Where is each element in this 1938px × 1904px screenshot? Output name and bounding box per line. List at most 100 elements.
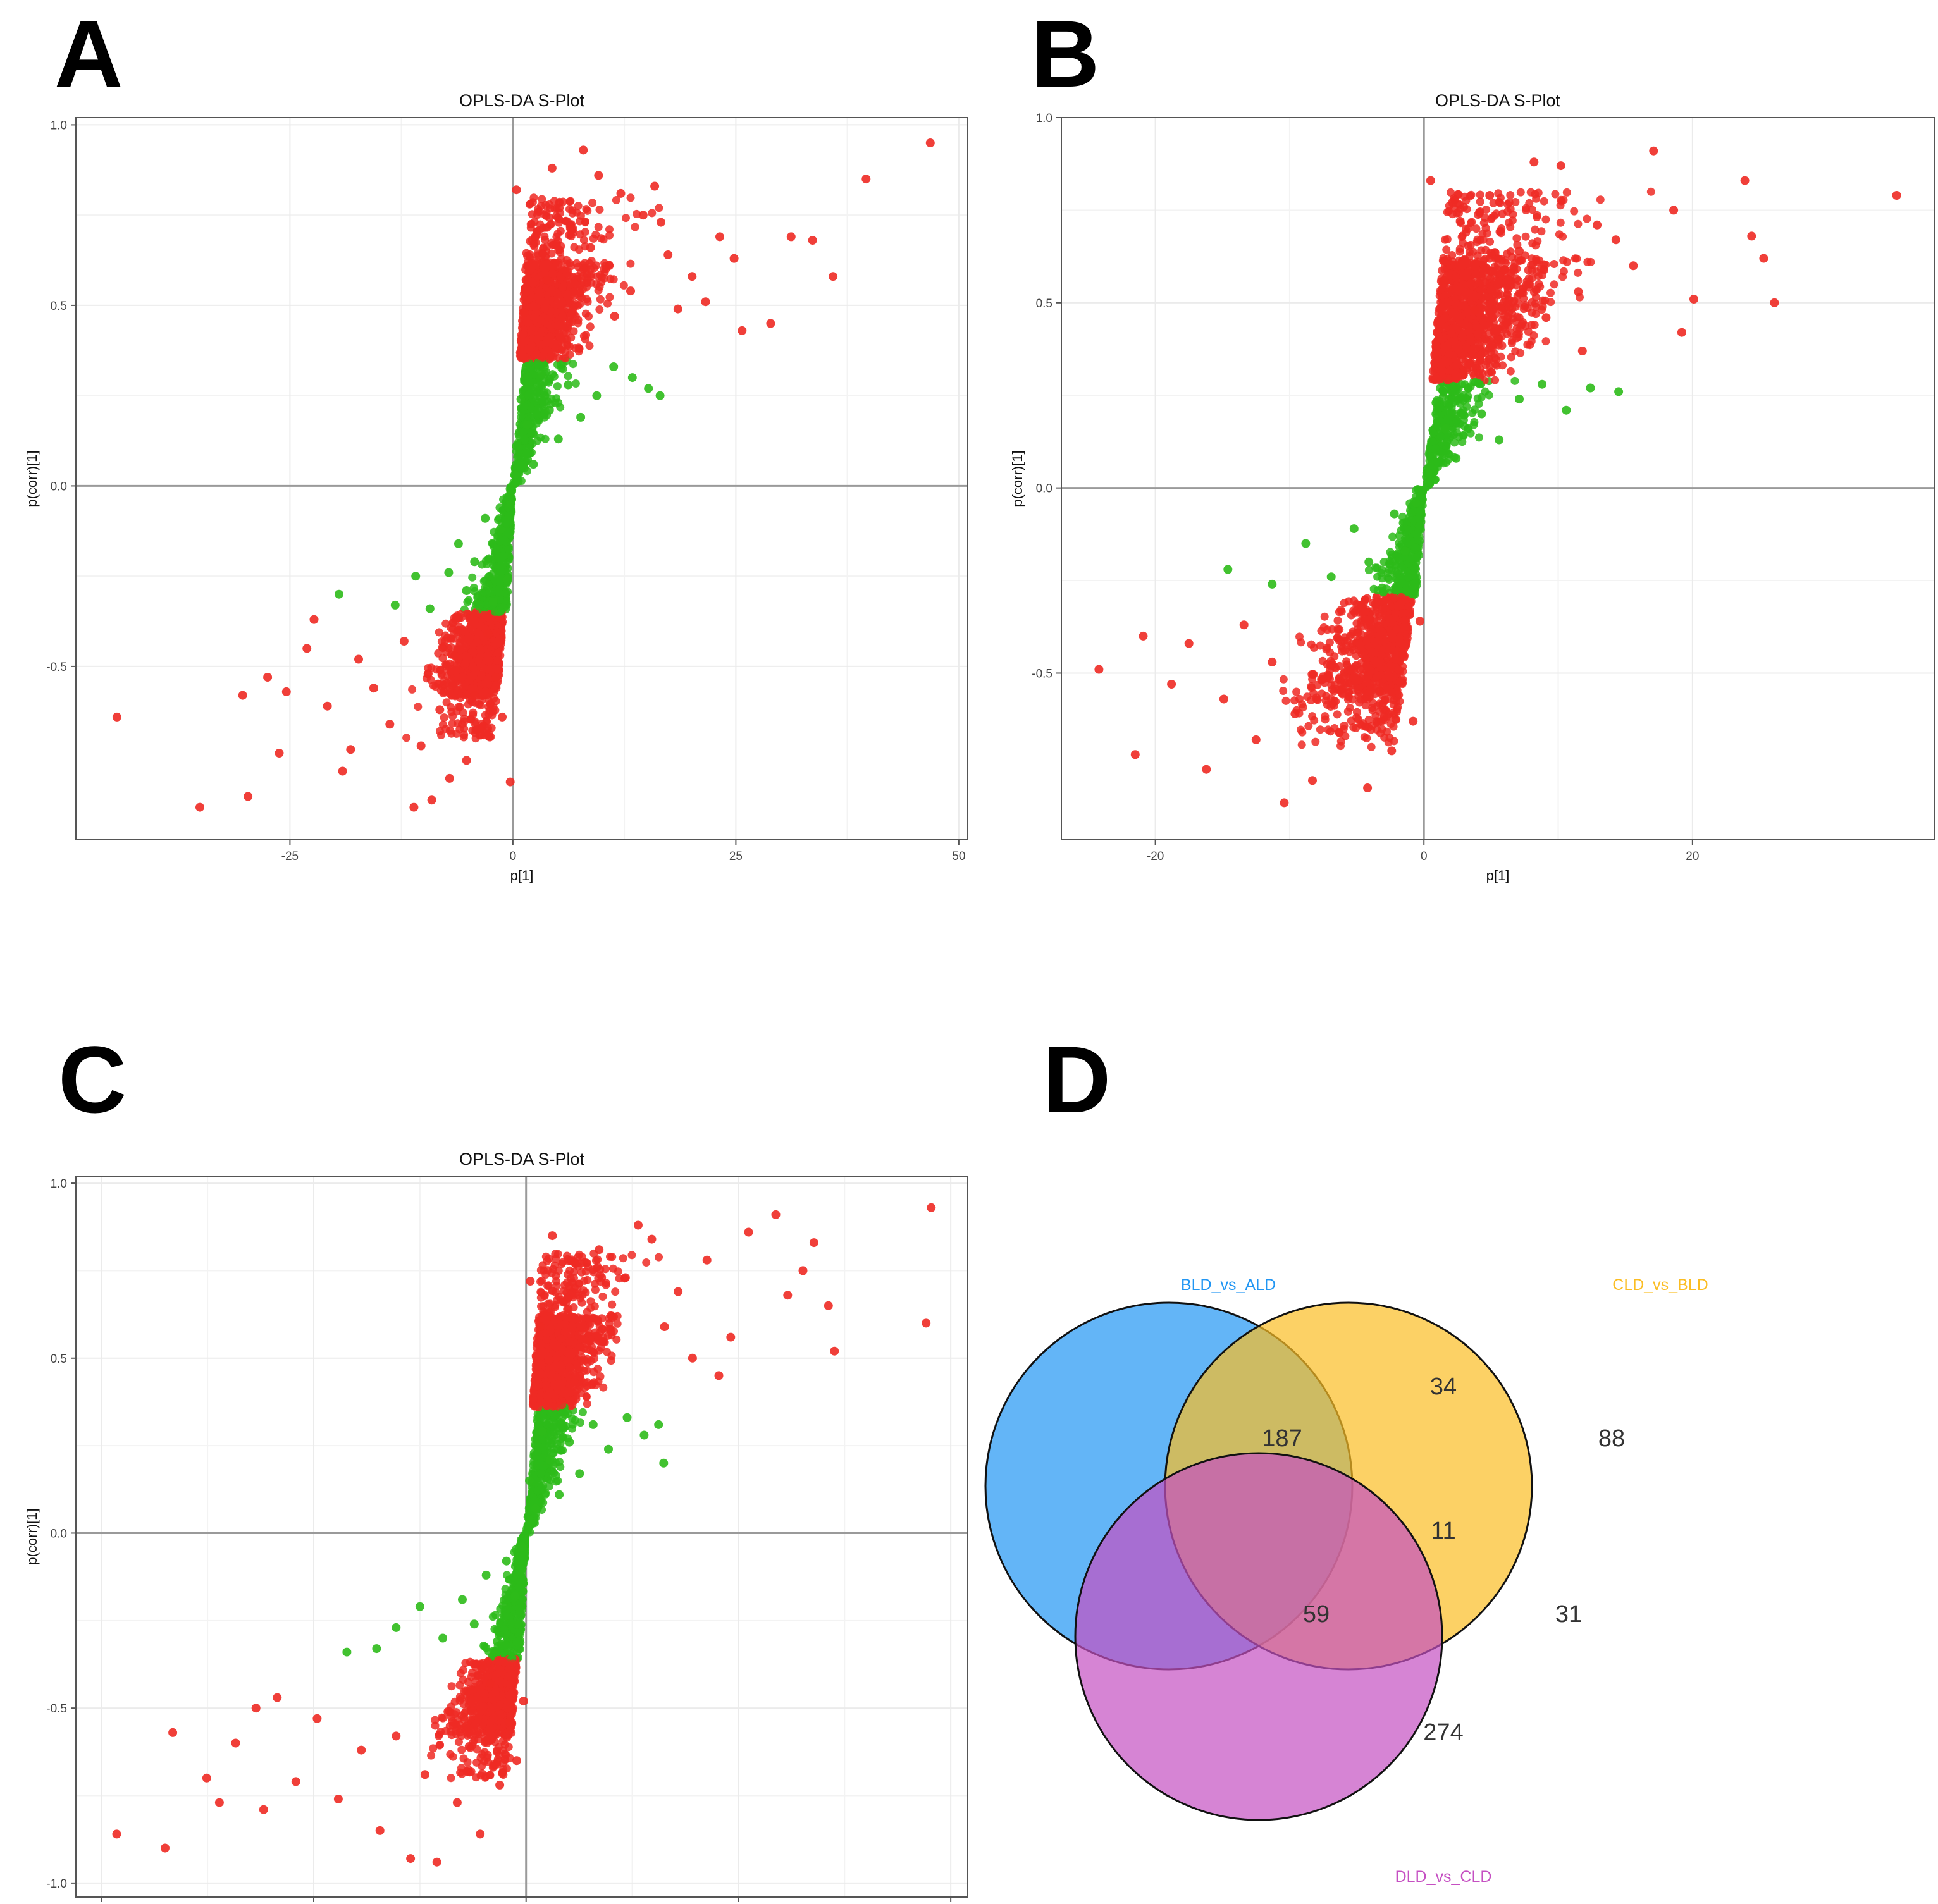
data-point (569, 360, 577, 369)
data-point (481, 687, 490, 696)
y-tick-label: 0.0 (51, 480, 67, 493)
data-point (1442, 245, 1451, 254)
data-point (1503, 200, 1512, 209)
data-point (527, 385, 536, 394)
data-point (522, 450, 531, 458)
data-point (1349, 723, 1358, 732)
data-point (1340, 672, 1349, 681)
data-point (536, 316, 545, 325)
data-point (497, 627, 506, 636)
data-point (1297, 740, 1306, 749)
data-point (566, 197, 575, 206)
data-point (1436, 384, 1444, 393)
data-point (1477, 246, 1486, 255)
data-point (1583, 257, 1592, 266)
data-point (469, 583, 478, 592)
data-point (529, 460, 538, 469)
panel-b-letter: B (1031, 1, 1100, 107)
data-point (512, 441, 521, 451)
data-point (411, 572, 421, 581)
data-point (441, 619, 450, 628)
data-point (492, 665, 501, 673)
data-point (546, 333, 555, 341)
data-point (786, 232, 796, 242)
data-point (1546, 288, 1555, 297)
data-point (533, 350, 541, 359)
panel-a-letter: A (54, 1, 123, 107)
data-point (1333, 616, 1342, 625)
data-point (454, 539, 463, 548)
data-point (494, 649, 502, 658)
data-point (520, 402, 529, 411)
data-point (480, 610, 488, 619)
data-point (469, 648, 478, 656)
data-point (673, 304, 682, 314)
data-point (1570, 207, 1579, 216)
data-point (619, 281, 628, 290)
x-axis-label: p[1] (510, 868, 534, 883)
data-point (574, 343, 583, 352)
data-point (558, 298, 567, 307)
data-point (557, 360, 565, 369)
data-point (495, 588, 503, 597)
data-point (1333, 625, 1342, 634)
data-point (484, 729, 493, 738)
data-point (569, 288, 578, 297)
data-point (548, 263, 557, 272)
data-point (603, 299, 612, 308)
data-point (538, 195, 546, 204)
data-point (650, 181, 660, 191)
data-point (605, 293, 614, 302)
data-point (1522, 206, 1530, 214)
data-point (435, 705, 445, 715)
data-point (522, 420, 532, 429)
data-point (425, 604, 435, 613)
data-point (464, 596, 473, 605)
data-point (460, 717, 469, 726)
data-point (490, 575, 499, 584)
data-point (581, 335, 589, 344)
data-point (519, 295, 528, 304)
data-point (560, 335, 569, 343)
data-point (467, 715, 476, 723)
data-point (576, 412, 586, 422)
data-point (529, 279, 538, 288)
data-point (494, 639, 503, 648)
data-point (1533, 211, 1541, 219)
data-point (729, 254, 739, 263)
data-point (526, 200, 534, 208)
data-point (600, 268, 609, 277)
data-point (1386, 720, 1395, 728)
data-point (1398, 512, 1407, 521)
data-point (551, 398, 560, 407)
data-point (1367, 742, 1376, 751)
data-point (592, 391, 602, 400)
data-point (1524, 266, 1533, 274)
data-point (457, 680, 466, 689)
x-tick-label: 50 (952, 850, 965, 863)
data-point (715, 232, 724, 242)
data-point (470, 557, 479, 567)
data-point (309, 615, 319, 624)
data-point (1494, 291, 1503, 300)
data-point (468, 573, 477, 582)
data-point (605, 225, 614, 234)
data-point (1518, 288, 1527, 297)
data-point (533, 293, 542, 302)
data-point (1491, 360, 1500, 369)
data-point (195, 802, 204, 812)
data-point (581, 228, 589, 236)
data-point (556, 226, 565, 235)
data-point (458, 635, 467, 644)
data-point (540, 378, 549, 387)
data-point (595, 206, 604, 214)
data-point (533, 436, 542, 445)
data-point (1646, 187, 1655, 196)
data-point (541, 211, 550, 219)
data-point (497, 607, 505, 616)
data-point (644, 384, 653, 393)
data-point (585, 259, 594, 267)
data-point (571, 379, 580, 388)
data-point (437, 731, 445, 739)
chart-title: OPLS-DA S-Plot (459, 91, 585, 110)
